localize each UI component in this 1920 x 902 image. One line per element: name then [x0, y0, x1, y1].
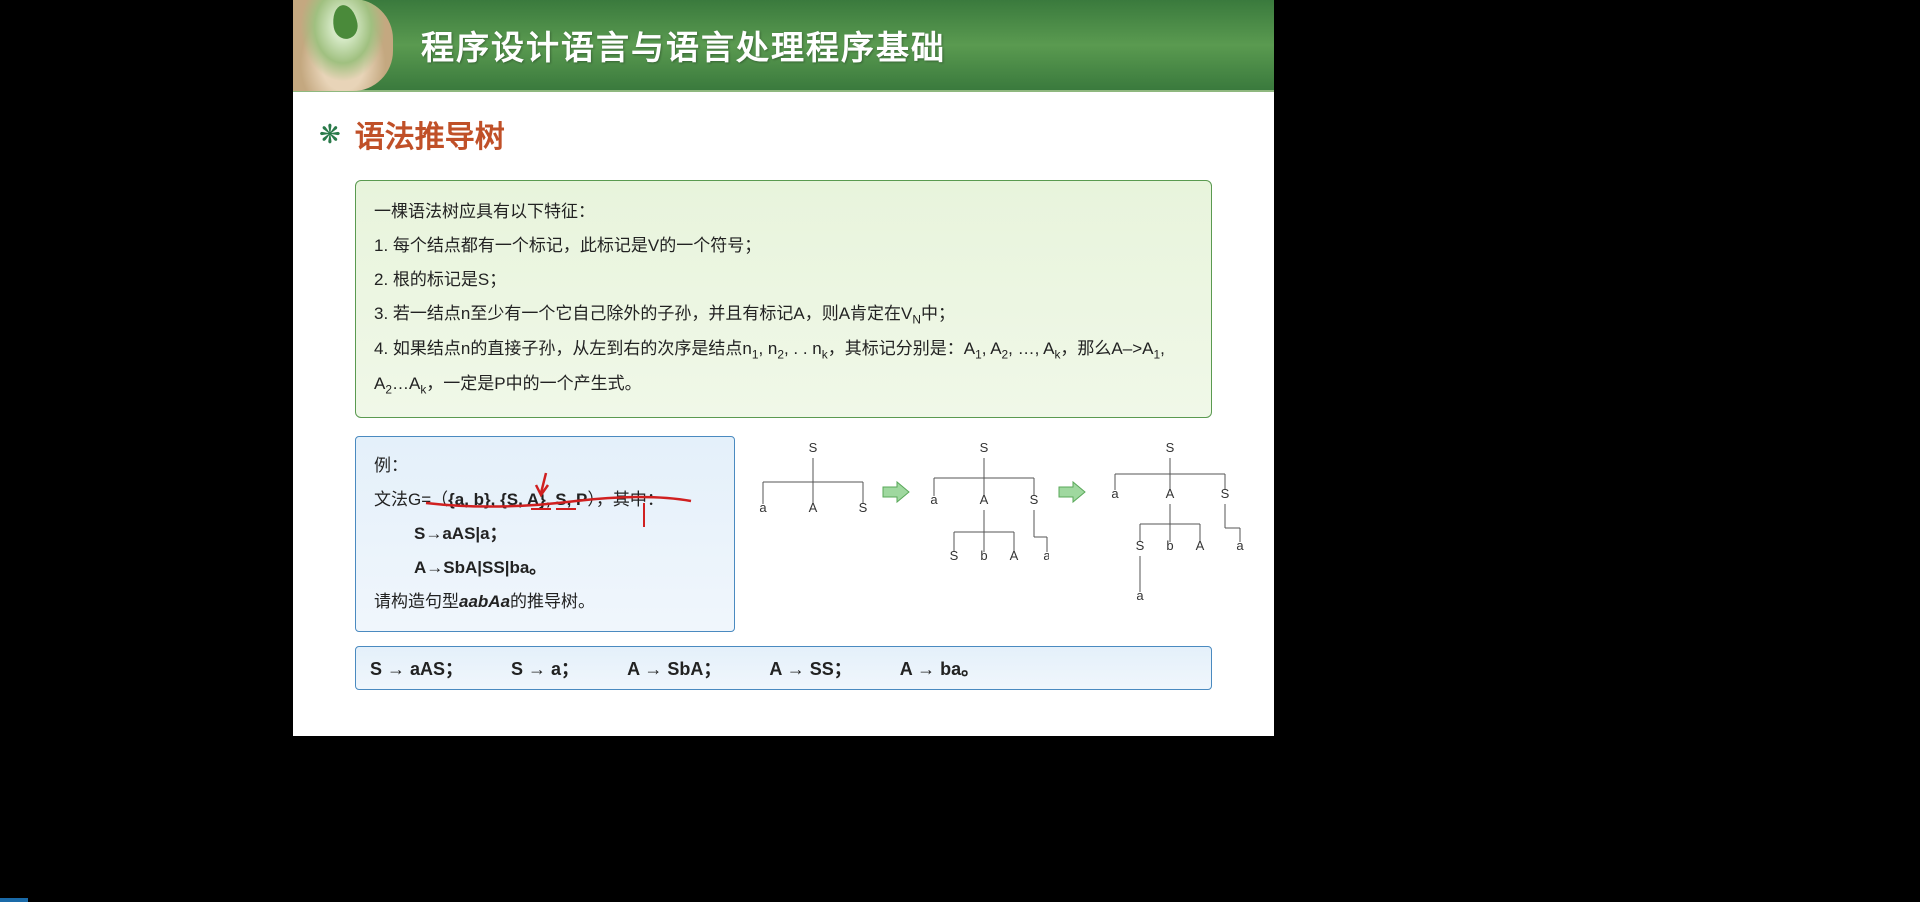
progress-indicator: [0, 898, 28, 902]
svg-text:b: b: [1166, 538, 1173, 553]
flower-bullet-icon: ❋: [319, 119, 341, 150]
rule-4: A → SS；: [769, 655, 851, 681]
def-line-2: 2. 根的标记是S；: [374, 263, 1193, 297]
section-title: 语法推导树: [355, 112, 505, 156]
svg-text:a: a: [1043, 548, 1049, 563]
tree-2: Sa A S Sb Aa: [919, 442, 1049, 572]
svg-text:S: S: [950, 548, 959, 563]
def-line-3: 3. 若一结点n至少有一个它自己除外的子孙，并且有标记A，则A肯定在VN中；: [374, 297, 1193, 332]
ex-grammar: 文法G=（{a, b}, {S, A}, S, P），其中：: [374, 483, 716, 517]
svg-text:S: S: [1166, 442, 1175, 455]
svg-text:S: S: [1136, 538, 1145, 553]
svg-text:S: S: [1221, 486, 1230, 501]
arrow-icon: [1057, 480, 1087, 504]
svg-text:A: A: [809, 500, 818, 515]
slide-content: ❋ 语法推导树 一棵语法树应具有以下特征： 1. 每个结点都有一个标记，此标记是…: [293, 92, 1274, 700]
svg-text:a: a: [1236, 538, 1244, 553]
header-title: 程序设计语言与语言处理程序基础: [421, 21, 946, 69]
def-intro: 一棵语法树应具有以下特征：: [374, 195, 1193, 229]
tree-1: Sa A S: [753, 442, 873, 522]
svg-text:A: A: [980, 492, 989, 507]
svg-text:S: S: [859, 500, 868, 515]
svg-text:b: b: [980, 548, 987, 563]
svg-text:S: S: [980, 442, 989, 455]
svg-text:a: a: [930, 492, 938, 507]
slide: 程序设计语言与语言处理程序基础 ❋ 语法推导树 一棵语法树应具有以下特征： 1.…: [293, 0, 1274, 736]
rule-2: S → a；: [511, 655, 579, 681]
header-plant-icon: [293, 0, 393, 91]
svg-text:a: a: [1111, 486, 1119, 501]
tree-3: Sa A S Sb Aa a: [1095, 442, 1245, 612]
svg-text:A: A: [1166, 486, 1175, 501]
example-row: 例： 文法G=（{a, b}, {S, A}, S, P），其中： S→aAS|…: [355, 436, 1212, 632]
slide-header: 程序设计语言与语言处理程序基础: [293, 0, 1274, 92]
section-title-row: ❋ 语法推导树: [319, 112, 1248, 156]
svg-text:S: S: [809, 442, 818, 455]
def-line-4: 4. 如果结点n的直接子孙，从左到右的次序是结点n1, n2, . . nk，其…: [374, 332, 1193, 402]
def-line-1: 1. 每个结点都有一个标记，此标记是V的一个符号；: [374, 229, 1193, 263]
svg-text:A: A: [1010, 548, 1019, 563]
rule-1: S → aAS；: [370, 655, 463, 681]
definition-box: 一棵语法树应具有以下特征： 1. 每个结点都有一个标记，此标记是V的一个符号； …: [355, 180, 1212, 418]
ex-label: 例：: [374, 449, 716, 483]
trees-area: Sa A S Sa A S Sb Aa Sa A S Sb Aa a: [753, 436, 1245, 612]
arrow-icon: [881, 480, 911, 504]
svg-text:S: S: [1030, 492, 1039, 507]
rule-5: A → ba。: [900, 655, 979, 681]
example-box: 例： 文法G=（{a, b}, {S, A}, S, P），其中： S→aAS|…: [355, 436, 735, 632]
ex-rule-2: A→SbA|SS|ba。: [374, 551, 716, 585]
rules-box: S → aAS； S → a； A → SbA； A → SS； A → ba。: [355, 646, 1212, 690]
ex-rule-1: S→aAS|a；: [374, 517, 716, 551]
svg-text:a: a: [759, 500, 767, 515]
svg-text:A: A: [1196, 538, 1205, 553]
ex-question: 请构造句型aabAa的推导树。: [374, 585, 716, 619]
rule-3: A → SbA；: [627, 655, 721, 681]
svg-text:a: a: [1136, 588, 1144, 603]
